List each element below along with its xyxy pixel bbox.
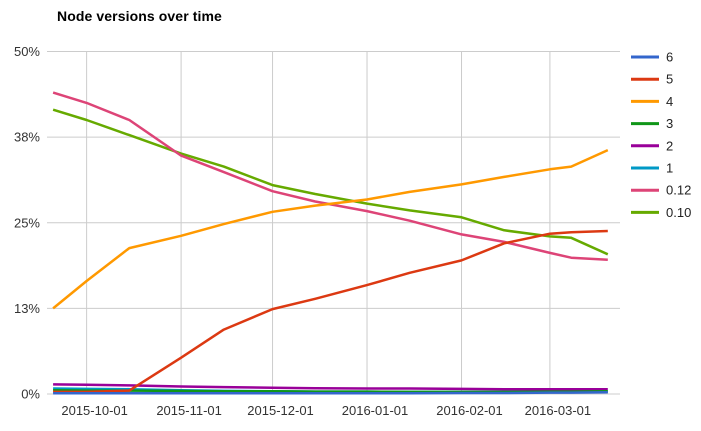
x-tick-label: 2016-01-01 — [342, 403, 409, 418]
series-line-6 — [53, 391, 608, 395]
series-line-0.12 — [52, 91, 608, 261]
x-tick-label: 2016-03-01 — [525, 403, 592, 418]
chart-title: Node versions over time — [57, 8, 222, 24]
y-tick-label: 50% — [14, 44, 40, 59]
legend-label-6: 6 — [666, 50, 673, 65]
legend-label-0.10: 0.10 — [666, 205, 691, 220]
x-tick-label: 2016-02-01 — [436, 403, 503, 418]
legend-label-1: 1 — [666, 161, 673, 176]
series-line-5 — [53, 229, 608, 394]
x-tick-label: 2015-12-01 — [247, 403, 314, 418]
series-line-0.10 — [52, 108, 609, 256]
y-tick-label: 38% — [14, 130, 40, 145]
x-tick-label: 2015-11-01 — [156, 403, 222, 418]
legend-label-3: 3 — [666, 116, 673, 131]
y-tick-label: 25% — [14, 215, 40, 230]
legend-label-4: 4 — [666, 94, 673, 109]
legend-label-0.12: 0.12 — [666, 183, 691, 198]
y-tick-label: 0% — [21, 387, 40, 402]
legend-label-5: 5 — [666, 72, 673, 87]
legend-label-2: 2 — [666, 138, 673, 153]
series-line-4 — [52, 148, 609, 310]
y-tick-label: 13% — [14, 301, 40, 316]
x-tick-label: 2015-10-01 — [61, 403, 128, 418]
